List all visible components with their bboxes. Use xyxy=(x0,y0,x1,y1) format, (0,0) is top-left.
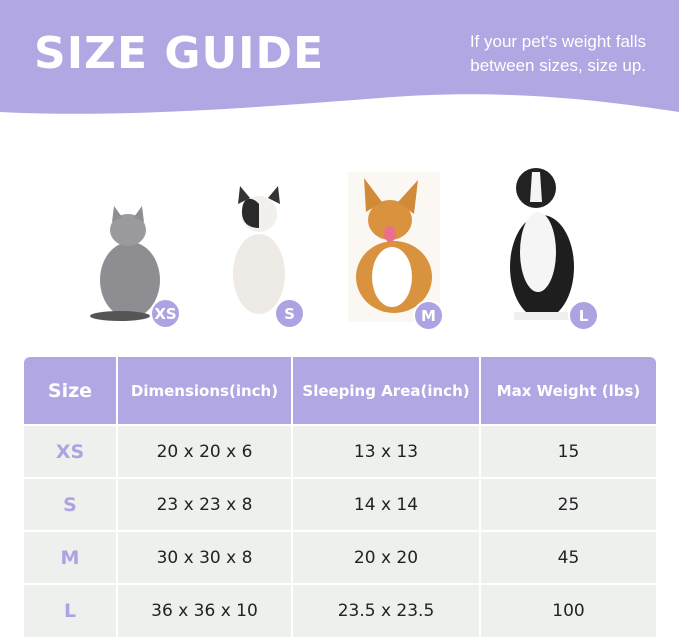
size-table: Size Dimensions(inch) Sleeping Area(inch… xyxy=(24,357,656,637)
size-cell: XS xyxy=(24,424,117,478)
table-row: S 23 x 23 x 8 14 x 14 25 xyxy=(24,477,656,531)
table-row: L 36 x 36 x 10 23.5 x 23.5 100 xyxy=(24,583,656,637)
max-weight-cell: 25 xyxy=(479,477,656,531)
max-weight-cell: 15 xyxy=(479,424,656,478)
size-cell: M xyxy=(24,530,117,584)
border-collie-image xyxy=(510,168,574,320)
max-weight-cell: 45 xyxy=(479,530,656,584)
dimensions-cell: 23 x 23 x 8 xyxy=(116,477,292,531)
sleeping-area-cell: 23.5 x 23.5 xyxy=(291,583,480,637)
table-row: XS 20 x 20 x 6 13 x 13 15 xyxy=(24,424,656,478)
size-badge-m: M xyxy=(413,300,444,331)
dimensions-cell: 36 x 36 x 10 xyxy=(116,583,292,637)
dimensions-cell: 20 x 20 x 6 xyxy=(116,424,292,478)
french-bulldog-image xyxy=(233,186,285,314)
dimensions-cell: 30 x 30 x 8 xyxy=(116,530,292,584)
header-banner xyxy=(0,0,679,114)
header-size: Size xyxy=(24,357,117,425)
sleeping-area-cell: 20 x 20 xyxy=(291,530,480,584)
page-title: SIZE GUIDE xyxy=(34,28,325,79)
header-sleeping-area: Sleeping Area(inch) xyxy=(291,357,480,425)
size-badge-xs: XS xyxy=(150,298,181,329)
header-dimensions: Dimensions(inch) xyxy=(116,357,292,425)
max-weight-cell: 100 xyxy=(479,583,656,637)
size-badge-s: S xyxy=(274,298,305,329)
table-row: M 30 x 30 x 8 20 x 20 45 xyxy=(24,530,656,584)
sizing-note: If your pet's weight falls between sizes… xyxy=(469,32,646,75)
size-cell: S xyxy=(24,477,117,531)
sleeping-area-cell: 14 x 14 xyxy=(291,477,480,531)
size-badge-l: L xyxy=(568,300,599,331)
sleeping-area-cell: 13 x 13 xyxy=(291,424,480,478)
corgi-image xyxy=(348,172,440,322)
size-cell: L xyxy=(24,583,117,637)
header-max-weight: Max Weight (lbs) xyxy=(479,357,656,425)
cat-image xyxy=(90,206,160,321)
table-header-row: Size Dimensions(inch) Sleeping Area(inch… xyxy=(24,357,656,425)
